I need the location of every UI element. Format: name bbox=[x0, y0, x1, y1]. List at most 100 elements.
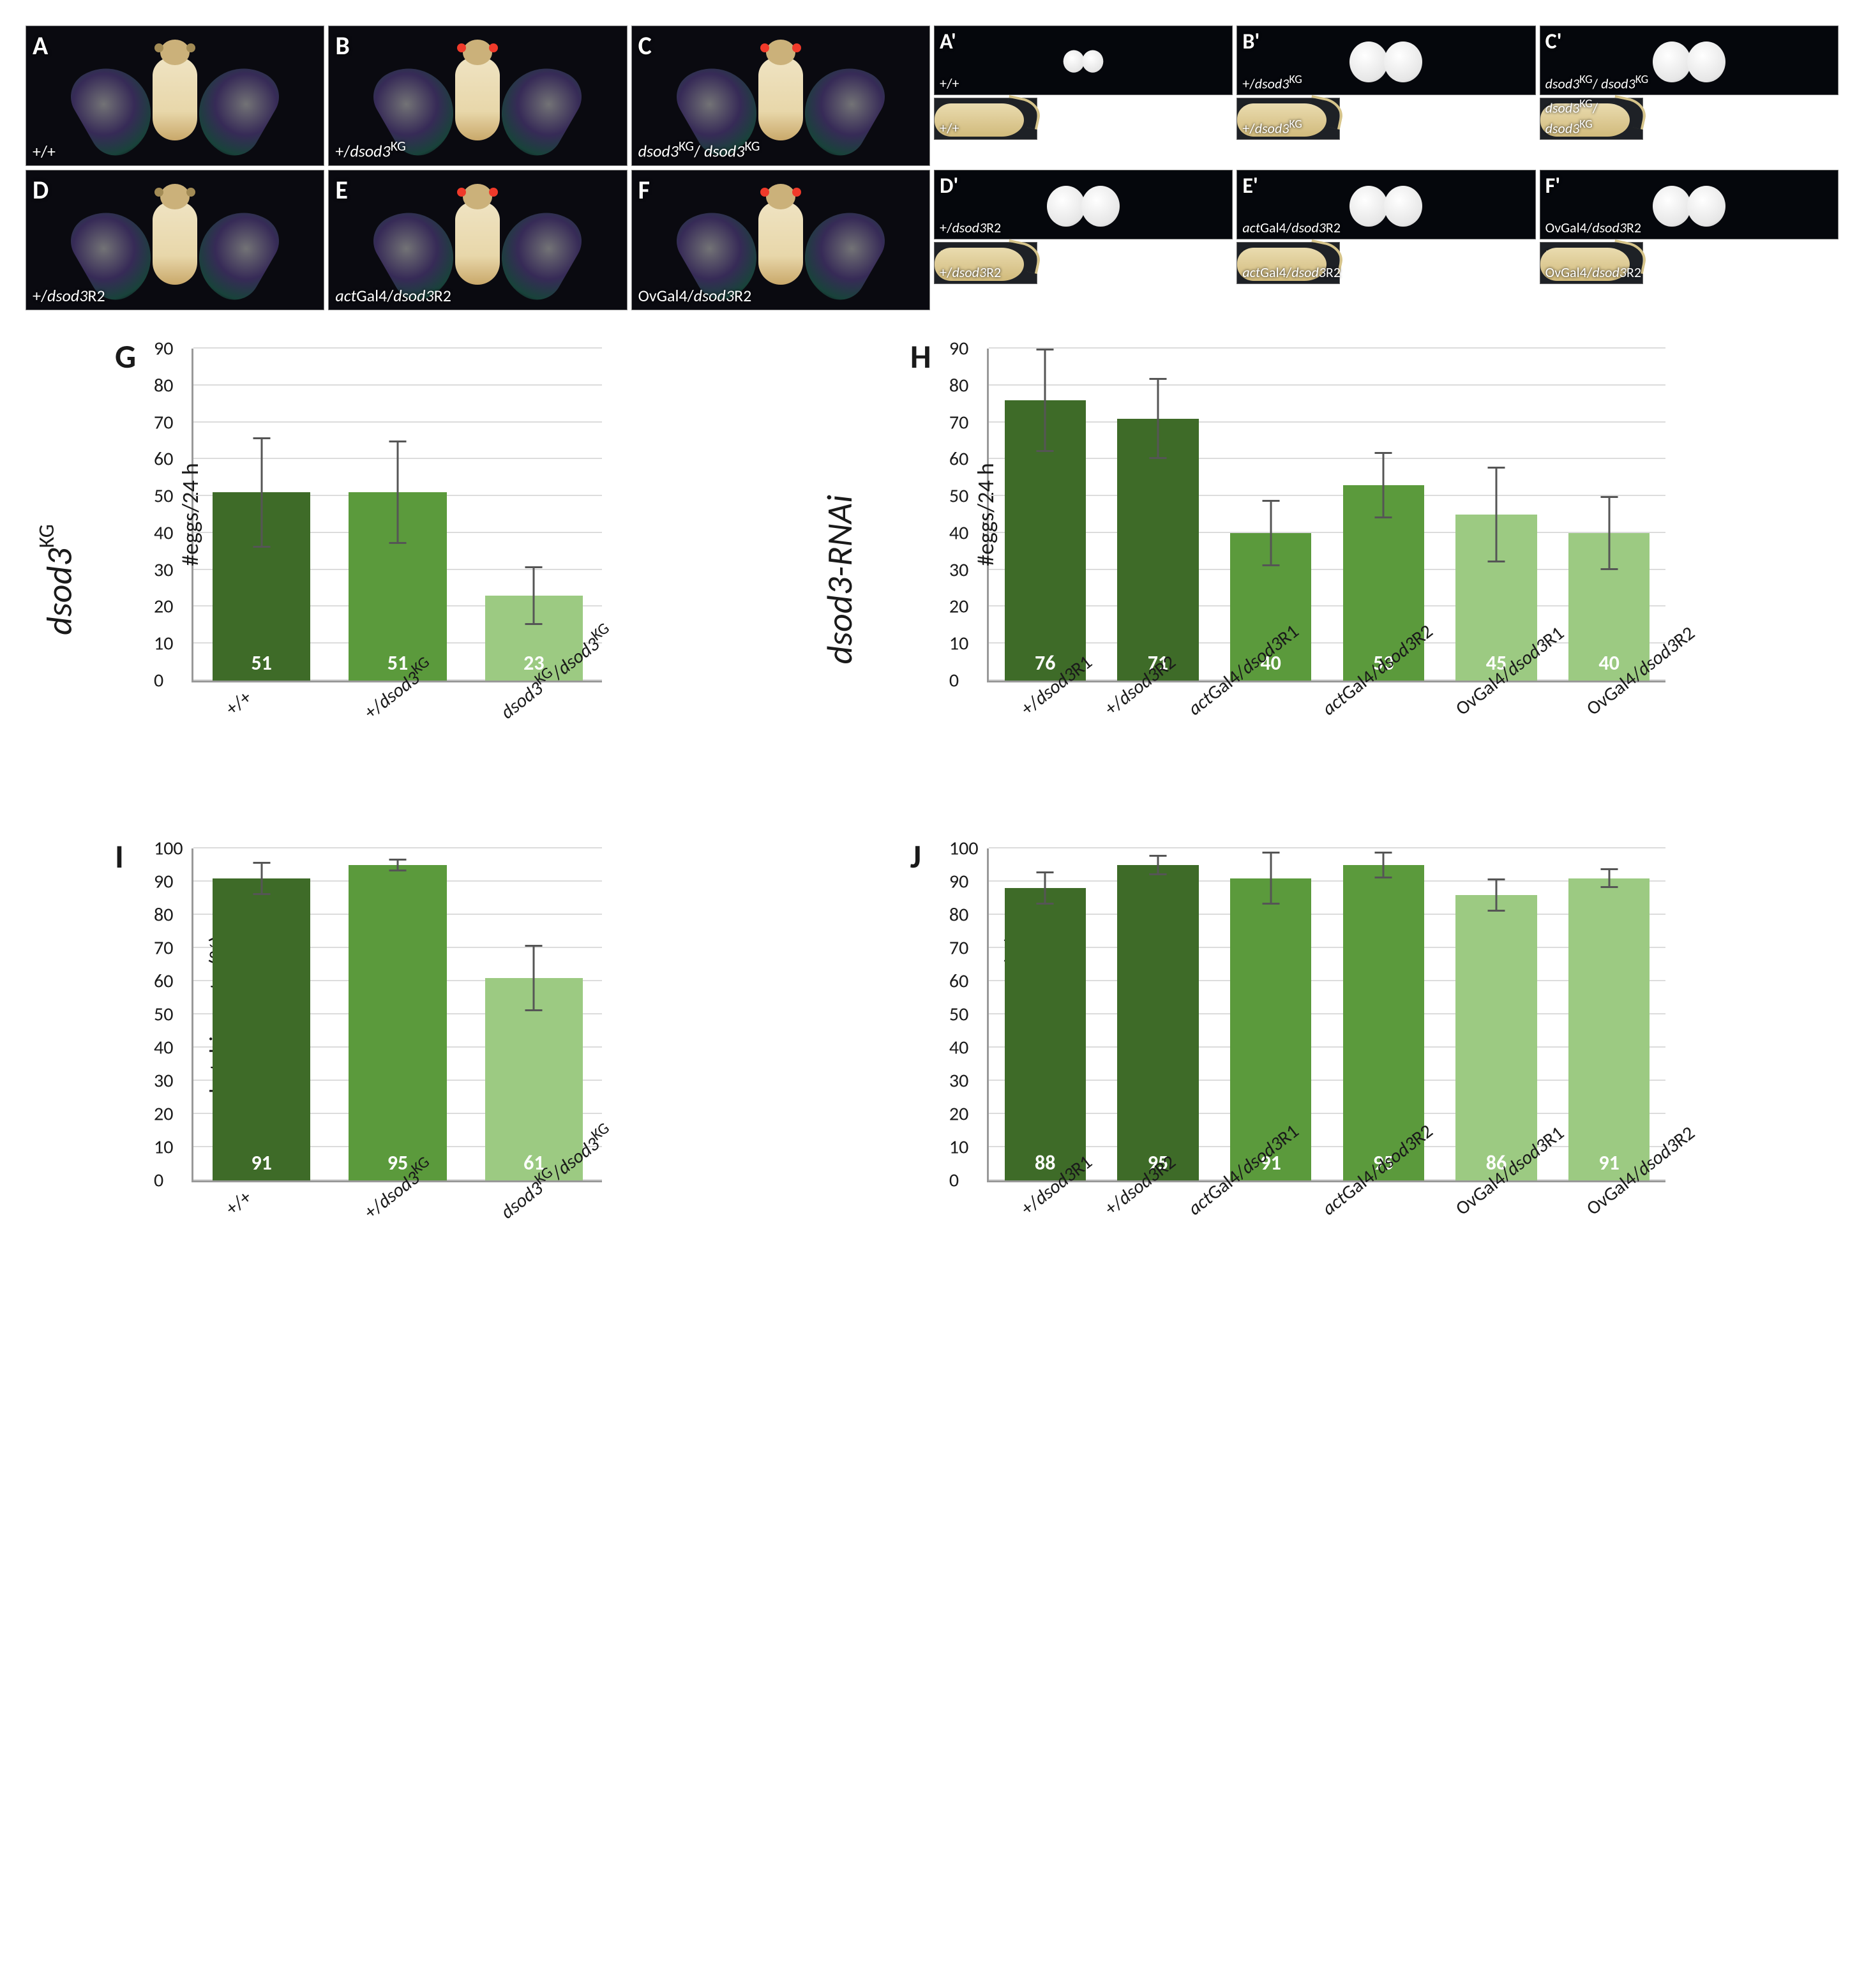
error-bar bbox=[1383, 452, 1385, 518]
genotype-label: +/dsod3KG bbox=[1242, 117, 1302, 137]
genotype-label: dsod3KG/ dsod3KG bbox=[638, 137, 760, 162]
ovary-icon bbox=[1042, 179, 1125, 230]
panel-D': D'+/dsod3R2 bbox=[934, 170, 1233, 239]
error-bar bbox=[533, 945, 535, 1011]
ovary-icon bbox=[1344, 35, 1427, 86]
y-tick-label: 0 bbox=[949, 1169, 959, 1193]
genotype-label: OvGal4/dsod3R2 bbox=[1545, 264, 1641, 281]
y-tick-label: 10 bbox=[949, 632, 968, 656]
error-bar bbox=[1495, 878, 1497, 912]
x-tick-labels: +/++/dsod3KGdsod3KG/dsod3KG bbox=[211, 1189, 619, 1233]
error-bar bbox=[1383, 852, 1385, 878]
ovary-icon bbox=[1060, 47, 1106, 75]
charts-grid: dsod3KG G#eggs/24 h010203040506070809051… bbox=[26, 349, 1838, 1310]
error-bar bbox=[260, 437, 262, 548]
panel-letter: C bbox=[638, 30, 652, 61]
panel-letter: D bbox=[33, 174, 49, 206]
fly-icon bbox=[124, 32, 226, 160]
y-tick-label: 10 bbox=[154, 632, 173, 656]
error-bar bbox=[1270, 852, 1272, 905]
x-tick-labels: +/++/dsod3KGdsod3KG/dsod3KG bbox=[211, 689, 619, 734]
plot-area: hatching rate (%)01020304050607080901008… bbox=[987, 848, 1665, 1182]
panel-letter: A' bbox=[940, 29, 956, 55]
chart-I: Ihatching rate (%)0102030405060708090100… bbox=[128, 848, 757, 1310]
genotype-label: +/+ bbox=[33, 141, 56, 162]
ovary-icon bbox=[1344, 179, 1427, 230]
genotype-label: +/dsod3KG bbox=[335, 137, 405, 162]
y-tick-label: 30 bbox=[949, 1069, 968, 1093]
panel-E: EactGal4/dsod3R2 bbox=[328, 170, 627, 310]
y-tick-label: 60 bbox=[949, 970, 968, 993]
genotype-label: +/dsod3R2 bbox=[33, 285, 105, 306]
panel-stack-D': D'+/dsod3R2D''+/dsod3R2 bbox=[934, 170, 1233, 310]
panel-F'': F''OvGal4/dsod3R2 bbox=[1540, 242, 1643, 284]
genotype-label: +/dsod3R2 bbox=[940, 264, 1001, 281]
chart-letter: J bbox=[910, 836, 921, 877]
y-tick-label: 40 bbox=[154, 1036, 173, 1060]
chart-G: G#eggs/24 h0102030405060708090515123+/++… bbox=[128, 349, 757, 810]
x-tick-labels: +/dsod3R1+/dsod3R2actGal4/dsod3R1actGal4… bbox=[1006, 689, 1683, 729]
y-tick-label: 100 bbox=[949, 837, 979, 861]
x-tick-labels: +/dsod3R1+/dsod3R2actGal4/dsod3R1actGal4… bbox=[1006, 1189, 1683, 1229]
panel-A'': A''+/+ bbox=[934, 98, 1037, 140]
chart-letter: G bbox=[115, 336, 136, 377]
genotype-label: actGal4/dsod3R2 bbox=[1242, 264, 1341, 281]
plot-area: hatching rate (%)01020304050607080901009… bbox=[192, 848, 602, 1182]
bar-rect: 91 bbox=[1568, 878, 1650, 1180]
genotype-label: OvGal4/dsod3R2 bbox=[638, 285, 752, 306]
y-tick-label: 90 bbox=[949, 870, 968, 894]
panel-B'': B''+/dsod3KG bbox=[1236, 98, 1340, 140]
panel-C'': C''dsod3KG/ dsod3KG bbox=[1540, 98, 1643, 140]
figure-root: A+/+B+/dsod3KGCdsod3KG/ dsod3KGA'+/+A''+… bbox=[0, 0, 1864, 1348]
plot-area: #eggs/24 h0102030405060708090515123 bbox=[192, 349, 602, 682]
panel-letter: B bbox=[335, 30, 349, 61]
y-tick-label: 40 bbox=[154, 521, 173, 545]
y-tick-label: 20 bbox=[154, 595, 173, 619]
y-tick-label: 80 bbox=[949, 373, 968, 397]
panel-E'': E''actGal4/dsod3R2 bbox=[1236, 242, 1340, 284]
panel-stack-E': E'actGal4/dsod3R2E''actGal4/dsod3R2 bbox=[1236, 170, 1535, 310]
y-tick-label: 80 bbox=[154, 903, 173, 927]
chart-letter: H bbox=[910, 336, 931, 377]
genotype-label: +/+ bbox=[940, 119, 959, 137]
y-tick-label: 50 bbox=[154, 485, 173, 508]
y-tick-label: 20 bbox=[949, 1103, 968, 1126]
image-panel-grid: A+/+B+/dsod3KGCdsod3KG/ dsod3KGA'+/+A''+… bbox=[26, 26, 1838, 310]
panel-A': A'+/+ bbox=[934, 26, 1233, 95]
panel-stack-B': B'+/dsod3KGB''+/dsod3KG bbox=[1236, 26, 1535, 166]
error-bar bbox=[533, 566, 535, 625]
y-tick-label: 90 bbox=[949, 337, 968, 361]
panel-E': E'actGal4/dsod3R2 bbox=[1236, 170, 1535, 239]
y-tick-label: 90 bbox=[154, 337, 173, 361]
error-bar bbox=[1495, 467, 1497, 562]
panel-B': B'+/dsod3KG bbox=[1236, 26, 1535, 95]
fly-icon bbox=[730, 176, 832, 304]
chart-letter: I bbox=[115, 836, 124, 877]
panel-C: Cdsod3KG/ dsod3KG bbox=[631, 26, 930, 166]
y-tick-label: 60 bbox=[949, 448, 968, 471]
y-tick-label: 30 bbox=[949, 558, 968, 582]
panel-stack-A': A'+/+A''+/+ bbox=[934, 26, 1233, 166]
panel-stack-F': F'OvGal4/dsod3R2F''OvGal4/dsod3R2 bbox=[1540, 170, 1838, 310]
genotype-label: actGal4/dsod3R2 bbox=[335, 285, 451, 306]
y-tick-label: 30 bbox=[154, 558, 173, 582]
bars-container: 919561 bbox=[193, 848, 602, 1180]
y-tick-label: 40 bbox=[949, 521, 968, 545]
ovary-icon bbox=[1648, 35, 1731, 86]
y-tick-label: 90 bbox=[154, 870, 173, 894]
bar: 95 bbox=[1102, 865, 1215, 1180]
genotype-label: dsod3KG/ dsod3KG bbox=[1545, 72, 1648, 92]
error-bar bbox=[396, 859, 398, 872]
panel-F': F'OvGal4/dsod3R2 bbox=[1540, 170, 1838, 239]
plot-area: #eggs/24 h010203040506070809076714053454… bbox=[987, 349, 1665, 682]
error-bar bbox=[396, 441, 398, 544]
y-tick-label: 20 bbox=[154, 1103, 173, 1126]
bar-rect: 95 bbox=[1117, 865, 1198, 1180]
bar-rect: 88 bbox=[1005, 888, 1086, 1180]
genotype-label: OvGal4/dsod3R2 bbox=[1545, 219, 1641, 236]
bars-container: 515123 bbox=[193, 349, 602, 681]
panel-D'': D''+/dsod3R2 bbox=[934, 242, 1037, 284]
y-tick-label: 0 bbox=[154, 669, 163, 693]
genotype-label: actGal4/dsod3R2 bbox=[1242, 219, 1341, 236]
y-tick-label: 0 bbox=[949, 669, 959, 693]
